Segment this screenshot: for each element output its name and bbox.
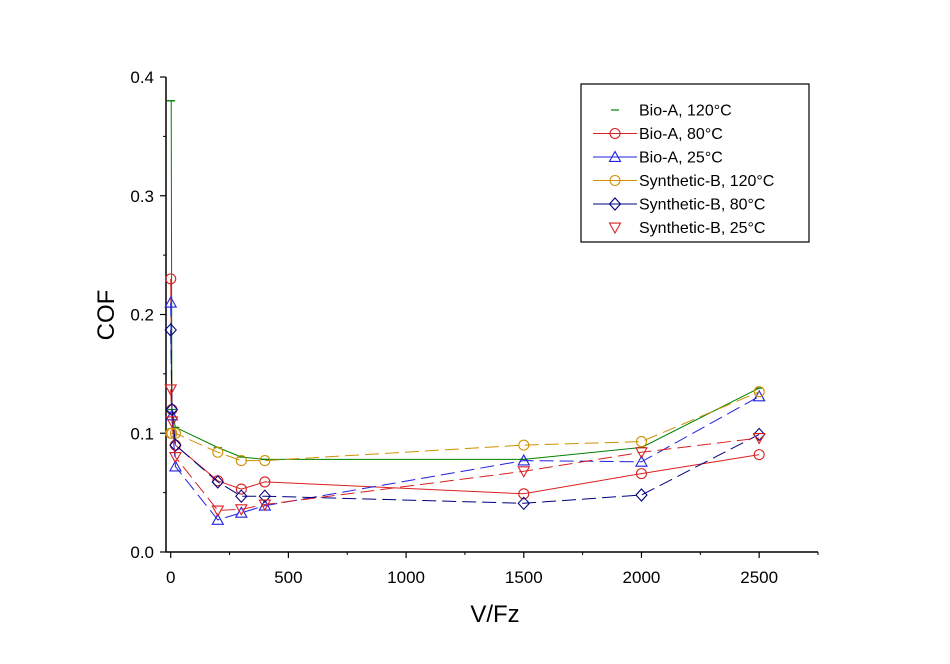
x-tick-label: 1500 <box>505 568 543 587</box>
data-point <box>635 468 648 480</box>
data-point <box>234 506 248 518</box>
data-point <box>517 453 531 466</box>
data-point <box>752 427 766 442</box>
legend-marker <box>608 222 622 235</box>
legend-label: Synthetic-B, 25°C <box>639 220 765 237</box>
data-point <box>164 323 177 337</box>
data-point <box>635 455 648 467</box>
data-point <box>517 466 531 478</box>
series-3 <box>164 295 766 525</box>
data-point <box>168 459 182 472</box>
series-layer <box>164 100 766 525</box>
data-point <box>165 273 177 285</box>
series-line <box>170 278 760 495</box>
series-line <box>170 391 760 462</box>
data-point <box>211 505 225 518</box>
series-2 <box>165 273 765 500</box>
legend-marker <box>608 150 622 162</box>
data-point <box>258 499 272 512</box>
y-tick-label: 0.3 <box>130 187 154 206</box>
data-point <box>259 455 271 467</box>
legend-label: Bio-A, 80°C <box>639 126 723 143</box>
series-4 <box>165 386 765 467</box>
x-tick-label: 2500 <box>740 568 778 587</box>
y-tick-label: 0.2 <box>130 306 154 325</box>
x-tick-label: 500 <box>274 568 302 587</box>
legend-marker <box>608 197 622 211</box>
data-point <box>211 475 225 489</box>
data-point <box>518 488 530 500</box>
data-point <box>635 447 648 459</box>
data-point <box>259 476 271 488</box>
data-point <box>235 483 247 495</box>
data-point <box>211 513 225 525</box>
legend-label: Synthetic-B, 80°C <box>639 197 765 214</box>
legend-item: Bio-A, 80°C <box>593 126 723 143</box>
x-tick-label: 2000 <box>623 568 661 587</box>
data-point <box>169 438 182 452</box>
data-point <box>212 446 224 458</box>
data-point <box>752 433 766 445</box>
data-point <box>258 489 272 504</box>
y-tick-label: 0.1 <box>130 424 154 443</box>
data-point <box>753 386 765 398</box>
data-point <box>753 449 765 461</box>
legend-label: Synthetic-B, 120°C <box>639 173 774 190</box>
legend-label: Bio-A, 120°C <box>639 103 732 120</box>
legend-label: Bio-A, 25°C <box>639 150 723 167</box>
series-6 <box>164 384 766 518</box>
legend-item: Bio-A, 120°C <box>611 103 732 120</box>
y-axis-label: COF <box>93 290 120 341</box>
legend-marker <box>609 127 621 140</box>
x-tick-label: 1000 <box>387 568 425 587</box>
x-axis-label: V/Fz <box>470 601 519 628</box>
data-point <box>235 455 247 467</box>
legend-item: Synthetic-B, 80°C <box>593 197 765 214</box>
axes: 0 500 1000 1500 2000 2500 0.0 0.1 0.2 0.3 0.4 <box>130 68 819 587</box>
series-line <box>170 302 760 521</box>
series-line <box>170 329 760 504</box>
data-point <box>518 439 530 451</box>
data-point <box>635 488 648 502</box>
legend: Bio-A, 120°C Bio-A, 80°C Bio-A, 25°C Synthe… <box>580 83 810 243</box>
data-point <box>235 489 248 504</box>
legend-item: Synthetic-B, 120°C <box>593 173 774 190</box>
legend-item: Bio-A, 25°C <box>593 150 723 167</box>
x-tick-label: 0 <box>166 568 175 587</box>
data-point <box>164 384 178 396</box>
data-point <box>165 416 179 429</box>
data-point <box>166 427 178 439</box>
y-tick-label: 0.0 <box>130 543 154 562</box>
data-point <box>168 452 182 464</box>
legend-marker <box>609 174 621 187</box>
data-point <box>517 496 531 511</box>
series-5 <box>164 323 766 511</box>
data-point <box>752 389 766 402</box>
data-point <box>635 436 648 448</box>
legend-item: Synthetic-B, 25°C <box>608 220 765 237</box>
series-line <box>170 100 760 460</box>
series-line <box>170 389 760 511</box>
data-point <box>164 295 178 308</box>
data-point <box>169 427 181 439</box>
data-point <box>234 504 248 516</box>
y-tick-label: 0.4 <box>130 68 154 87</box>
